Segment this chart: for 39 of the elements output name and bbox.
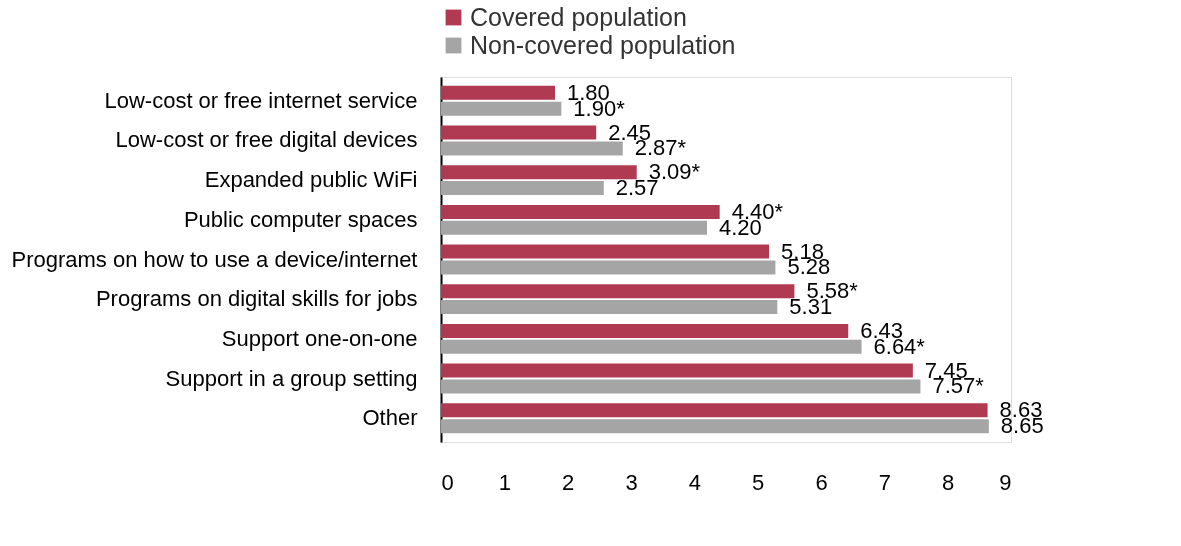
x-tick-label: 5 xyxy=(752,469,765,495)
bar xyxy=(441,204,720,219)
bar xyxy=(441,284,795,299)
bar xyxy=(441,141,623,156)
bar xyxy=(441,244,770,259)
x-tick-label: 7 xyxy=(878,469,891,495)
x-tick-label: 6 xyxy=(815,469,828,495)
bar xyxy=(441,181,604,196)
bar xyxy=(441,101,562,116)
y-tick-label: Support in a group setting xyxy=(165,365,418,391)
y-tick-label: Low-cost or free digital devices xyxy=(115,127,418,153)
bar xyxy=(441,403,988,418)
bar xyxy=(441,165,637,180)
bar xyxy=(441,220,707,235)
bar xyxy=(441,85,555,100)
x-tick-label: 1 xyxy=(498,469,511,495)
x-tick-label: 2 xyxy=(562,469,575,495)
bar xyxy=(441,379,921,394)
y-tick-label: Public computer spaces xyxy=(183,206,418,232)
bar xyxy=(441,300,778,315)
y-tick-label: Programs on digital skills for jobs xyxy=(95,286,418,312)
x-tick-label: 0 xyxy=(441,469,454,495)
y-tick-label: Other xyxy=(362,405,418,431)
y-tick-label: Low-cost or free internet service xyxy=(104,87,418,113)
x-tick-label: 8 xyxy=(942,469,955,495)
legend-label: Non-covered population xyxy=(470,30,736,59)
bar xyxy=(441,339,862,354)
x-tick-label: 9 xyxy=(999,469,1012,495)
x-tick-label: 4 xyxy=(688,469,701,495)
bar xyxy=(441,323,849,338)
y-tick-label: Programs on how to use a device/internet xyxy=(11,246,418,272)
y-tick-label: Support one-on-one xyxy=(221,325,418,351)
bar xyxy=(441,260,776,275)
bar xyxy=(441,363,913,378)
bar xyxy=(441,125,597,140)
y-tick-label: Expanded public WiFi xyxy=(204,167,418,193)
legend-label: Covered population xyxy=(470,2,687,31)
x-tick-label: 3 xyxy=(625,469,638,495)
bar xyxy=(441,419,989,434)
